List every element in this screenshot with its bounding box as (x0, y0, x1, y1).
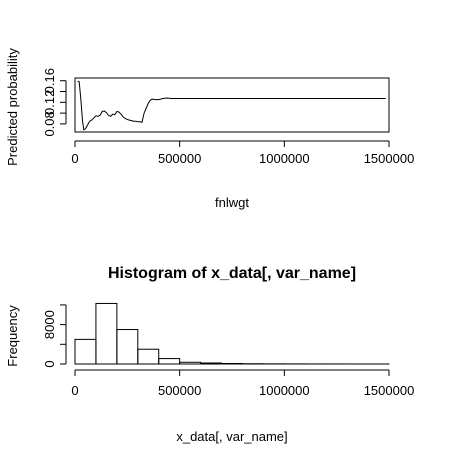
histogram-y-axis: 0 8000 (42, 304, 67, 368)
line-y-tick-label: 0.12 (42, 90, 57, 115)
line-y-axis: 0.080.120.16 (42, 68, 67, 137)
histogram-y-tick-label: 0 (42, 360, 57, 367)
line-y-axis-label: Predicted probability (5, 48, 20, 166)
histogram-panel: Histogram of x_data[, var_name] 0 500000 1… (5, 265, 414, 444)
histogram-x-tick-label: 0 (71, 383, 78, 398)
histogram-x-axis: 0 500000 1000000 1500000 (71, 369, 415, 398)
histogram-x-tick-label: 500000 (158, 383, 201, 398)
histogram-bar (95, 302, 118, 365)
line-x-axis: 0 500000 1000000 1500000 (71, 140, 415, 166)
line-x-tick-label: 500000 (158, 151, 201, 166)
histogram-bar (179, 361, 202, 365)
line-y-tick-label: 0.16 (42, 68, 57, 93)
histogram-bar (116, 329, 139, 365)
predicted-probability-line (77, 80, 386, 131)
histogram-y-tick-label: 8000 (42, 310, 57, 339)
histogram-x-axis-label: x_data[, var_name] (176, 429, 287, 444)
histogram-bar (137, 348, 160, 365)
line-x-tick-label: 0 (71, 151, 78, 166)
line-x-axis-label: fnlwgt (215, 195, 249, 210)
histogram-bars (74, 302, 390, 365)
histogram-bar (74, 338, 97, 365)
histogram-x-tick-label: 1500000 (364, 383, 415, 398)
line-y-tick-label: 0.08 (42, 111, 57, 136)
histogram-bar (200, 362, 223, 365)
histogram-bar (158, 358, 181, 365)
line-x-tick-label: 1500000 (364, 151, 415, 166)
histogram-title: Histogram of x_data[, var_name] (108, 265, 356, 282)
histogram-y-axis-label: Frequency (5, 305, 20, 367)
line-x-tick-label: 1000000 (259, 151, 310, 166)
line-chart-panel: 0 500000 1000000 1500000 0.080.120.16 fnlwg… (5, 48, 414, 210)
histogram-x-tick-label: 1000000 (259, 383, 310, 398)
line-plot-box (74, 77, 390, 133)
